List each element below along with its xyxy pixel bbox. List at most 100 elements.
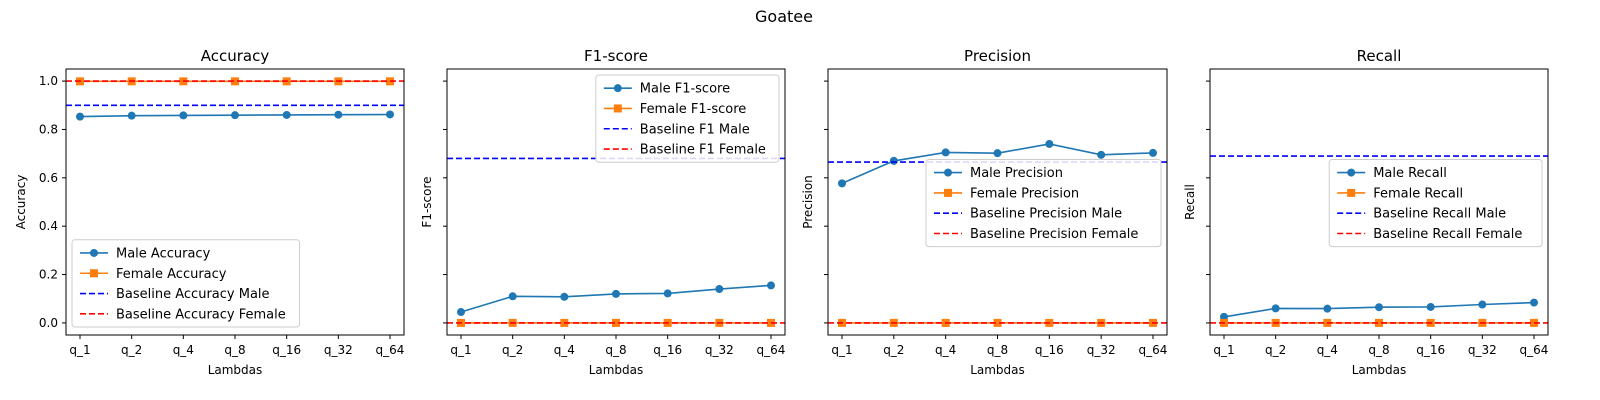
x-tick-label: q_1 bbox=[831, 343, 852, 357]
y-axis-label: Recall bbox=[1183, 184, 1197, 220]
x-tick-label: q_1 bbox=[450, 343, 471, 357]
legend-swatch-marker bbox=[90, 269, 98, 278]
data-point bbox=[993, 318, 1002, 327]
data-point bbox=[76, 112, 84, 121]
x-tick-label: q_64 bbox=[1139, 343, 1168, 357]
legend: Male Precision Female Precision Baseline P… bbox=[925, 158, 1162, 248]
legend-label: Baseline Accuracy Female bbox=[116, 307, 286, 322]
data-point bbox=[612, 289, 620, 298]
x-tick-label: q_64 bbox=[757, 343, 786, 357]
data-point bbox=[993, 149, 1002, 158]
x-tick-label: q_16 bbox=[653, 343, 682, 357]
subplot-precision: Precision q_1 q_2 q_4 q_8 q_16 q_32 q_64 Lambdas… bbox=[801, 47, 1168, 377]
x-tick-label: q_8 bbox=[987, 343, 1008, 357]
plot-area bbox=[828, 139, 1167, 327]
subplot-recall: Recall q_1 q_2 q_4 q_8 q_16 q_32 q_64 Lambdas Rec… bbox=[1183, 47, 1549, 377]
axes-frame bbox=[1209, 68, 1549, 336]
x-tick-label: q_4 bbox=[554, 343, 575, 357]
data-point bbox=[457, 308, 465, 317]
y-tick-label: 0.0 bbox=[39, 316, 58, 330]
data-point bbox=[127, 111, 136, 120]
subplot-accuracy: Accuracy 0.0 0.2 0.4 0.6 0.8 1.0 q_1 q_2 q_4 q_8 q_… bbox=[14, 47, 405, 377]
data-point bbox=[386, 110, 394, 119]
axes-frame bbox=[446, 68, 786, 336]
y-tick-label: 0.4 bbox=[39, 219, 58, 233]
legend-label: Male F1-score bbox=[640, 82, 730, 97]
data-point bbox=[663, 289, 672, 298]
x-axis-label: Lambdas bbox=[1352, 363, 1407, 377]
data-point bbox=[334, 110, 343, 119]
data-point bbox=[1478, 300, 1487, 309]
data-point bbox=[179, 111, 188, 120]
subplot-title: Recall bbox=[1357, 47, 1402, 65]
data-point bbox=[838, 179, 846, 188]
data-point bbox=[1271, 304, 1280, 313]
data-point bbox=[1530, 298, 1538, 307]
legend-label: Baseline Accuracy Male bbox=[116, 287, 270, 302]
data-point bbox=[1426, 302, 1435, 311]
legend-swatch-marker bbox=[1347, 188, 1356, 197]
y-tick-label: 0.8 bbox=[39, 122, 58, 136]
figure-title: Goatee bbox=[755, 7, 813, 26]
legend: Male F1-score Female F1-score Baseline F1 … bbox=[595, 74, 780, 163]
legend: Male Recall Female Recall Baseline Recall … bbox=[1328, 158, 1543, 248]
y-tick-label: 1.0 bbox=[39, 74, 58, 88]
data-point bbox=[889, 156, 898, 165]
legend-label: Baseline F1 Female bbox=[640, 143, 766, 158]
data-point bbox=[231, 77, 239, 86]
data-point bbox=[1149, 148, 1157, 157]
legend-label: Baseline Recall Male bbox=[1373, 207, 1506, 222]
axes-frame bbox=[827, 68, 1168, 336]
legend-label: Female Accuracy bbox=[116, 267, 227, 282]
x-tick-label: q_32 bbox=[1468, 343, 1497, 357]
x-axis-label: Lambdas bbox=[589, 363, 644, 377]
x-tick-label: q_4 bbox=[173, 343, 194, 357]
legend-swatch-marker bbox=[613, 84, 622, 93]
legend-box bbox=[595, 74, 780, 163]
x-tick-label: q_32 bbox=[705, 343, 734, 357]
legend-label: Male Recall bbox=[1373, 166, 1447, 181]
y-axis-label: Accuracy bbox=[14, 175, 28, 230]
data-point bbox=[1045, 139, 1054, 148]
x-tick-label: q_8 bbox=[224, 343, 245, 357]
data-point bbox=[941, 148, 950, 157]
x-tick-label: q_16 bbox=[1416, 343, 1445, 357]
data-point bbox=[1097, 150, 1106, 159]
legend-box bbox=[1328, 158, 1543, 248]
legend-label: Baseline Precision Male bbox=[970, 207, 1122, 222]
x-tick-label: q_8 bbox=[1368, 343, 1389, 357]
subplot-title: F1-score bbox=[584, 47, 648, 65]
legend-label: Female Recall bbox=[1373, 186, 1463, 201]
x-tick-label: q_4 bbox=[1317, 343, 1338, 357]
x-tick-label: q_2 bbox=[502, 343, 523, 357]
data-point bbox=[282, 110, 291, 119]
data-point bbox=[1375, 303, 1383, 312]
y-axis-label: Precision bbox=[801, 175, 815, 229]
legend-swatch-marker bbox=[90, 248, 98, 257]
x-tick-label: q_64 bbox=[376, 343, 405, 357]
legend: Male Accuracy Female Accuracy Baseline Acc… bbox=[71, 239, 301, 328]
x-tick-label: q_4 bbox=[935, 343, 956, 357]
legend-label: Baseline Precision Female bbox=[970, 227, 1138, 242]
data-point bbox=[1323, 304, 1332, 313]
x-tick-label: q_32 bbox=[1087, 343, 1116, 357]
data-point bbox=[1375, 318, 1383, 327]
x-axis-label: Lambdas bbox=[970, 363, 1025, 377]
data-point bbox=[560, 292, 569, 301]
x-tick-label: q_2 bbox=[883, 343, 904, 357]
y-tick-label: 0.6 bbox=[39, 171, 58, 185]
y-tick-label: 0.2 bbox=[39, 268, 58, 282]
legend-label: Baseline F1 Male bbox=[640, 122, 750, 137]
x-tick-label: q_1 bbox=[1213, 343, 1234, 357]
legend-label: Male Accuracy bbox=[116, 246, 211, 261]
x-tick-label: q_2 bbox=[1265, 343, 1286, 357]
y-axis-label: F1-score bbox=[420, 176, 434, 227]
x-tick-label: q_1 bbox=[69, 343, 90, 357]
legend-box bbox=[71, 239, 301, 328]
data-point bbox=[767, 281, 775, 290]
subplot-f1-score: F1-score q_1 q_2 q_4 q_8 q_16 q_32 q_64 Lambdas F… bbox=[420, 47, 786, 377]
plot-area bbox=[1210, 155, 1548, 327]
legend-swatch-marker bbox=[944, 168, 952, 177]
legend-label: Female Precision bbox=[970, 186, 1079, 201]
